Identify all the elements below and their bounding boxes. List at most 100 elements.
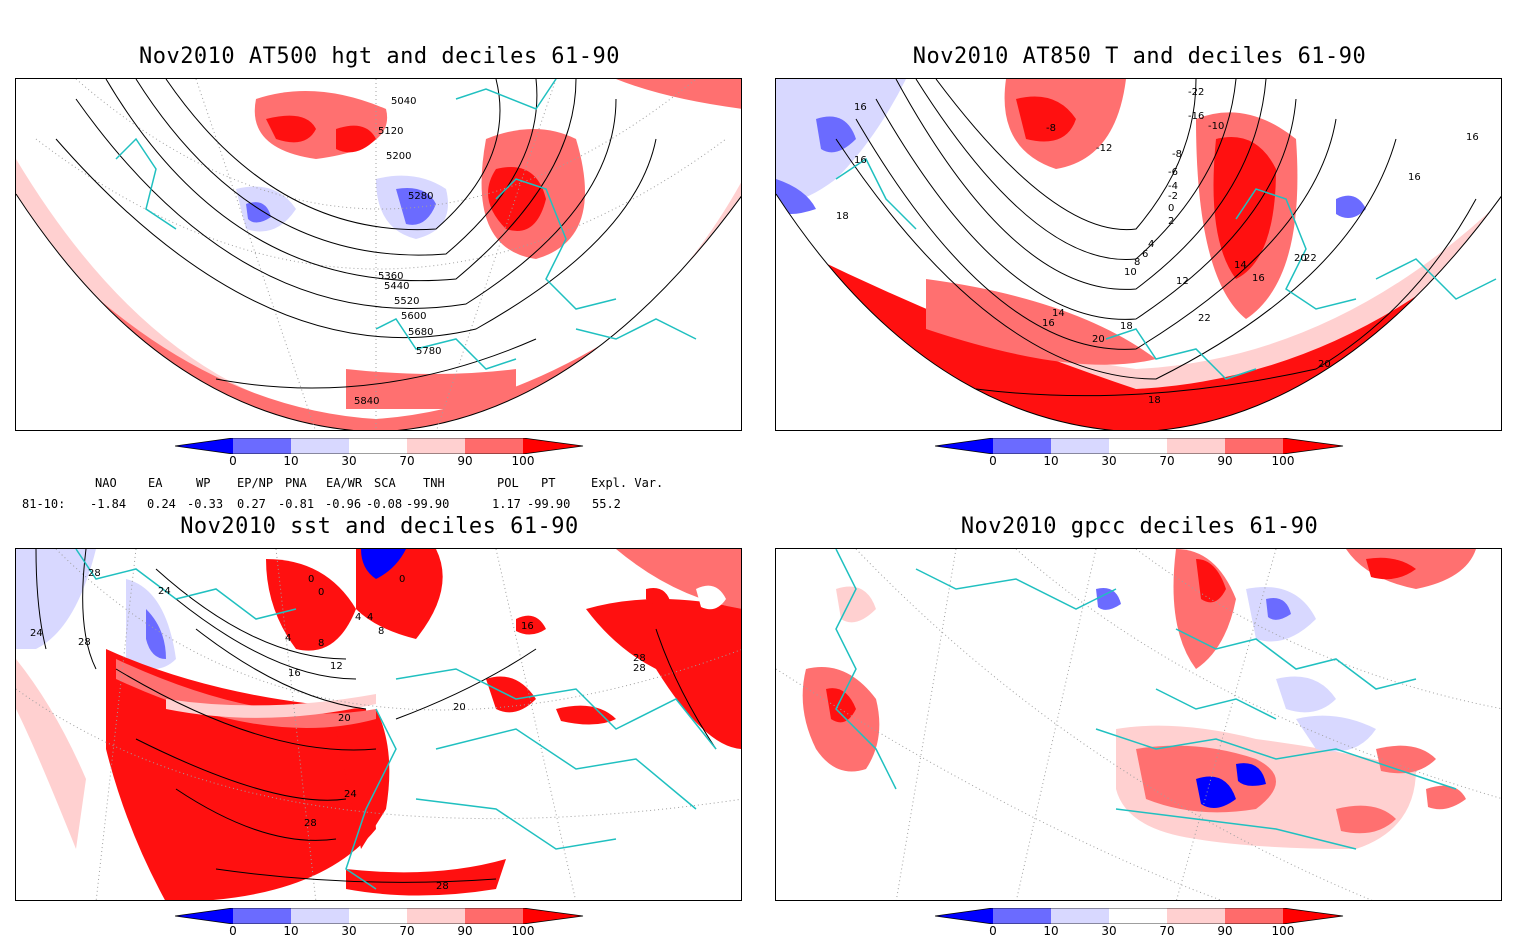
- svg-text:-22: -22: [1188, 87, 1204, 98]
- index-header: POL: [497, 476, 519, 490]
- index-value: -0.33: [187, 497, 224, 511]
- svg-text:0: 0: [399, 574, 405, 585]
- index-value: -1.84: [90, 497, 127, 511]
- svg-text:0: 0: [308, 574, 314, 585]
- svg-text:4: 4: [1148, 239, 1154, 250]
- index-header: WP: [196, 476, 211, 490]
- colorbar-label: 100: [1271, 924, 1295, 938]
- colorbar-label: 90: [457, 924, 473, 938]
- svg-text:28: 28: [304, 818, 317, 829]
- colorbar-sst: 0 10 30 70 90 100: [174, 907, 595, 944]
- colorbar-label: 30: [341, 924, 357, 938]
- index-header: EA: [148, 476, 163, 490]
- colorbar-label: 100: [511, 454, 535, 468]
- index-value: 1.17: [492, 497, 521, 511]
- svg-text:2: 2: [1168, 216, 1174, 227]
- map-gpcc: [775, 548, 1502, 901]
- svg-text:20: 20: [338, 713, 351, 724]
- svg-text:24: 24: [158, 586, 171, 597]
- colorbar-label: 10: [283, 924, 299, 938]
- index-value: 55.2: [592, 497, 621, 511]
- svg-text:20: 20: [453, 702, 466, 713]
- svg-text:0: 0: [318, 587, 324, 598]
- index-header: Expl. Var.: [591, 476, 664, 490]
- svg-text:-2: -2: [1168, 191, 1178, 202]
- index-value: -99.90: [406, 497, 450, 511]
- index-row-label: 81-10:: [22, 497, 66, 511]
- svg-text:14: 14: [1052, 308, 1065, 319]
- colorbar-label: 70: [399, 454, 415, 468]
- svg-text:5680: 5680: [408, 327, 433, 338]
- panel-title-gpcc: Nov2010 gpcc deciles 61-90: [960, 514, 1319, 539]
- index-value: 0.27: [237, 497, 266, 511]
- svg-text:-10: -10: [1208, 121, 1224, 132]
- svg-text:-6: -6: [1168, 167, 1178, 178]
- svg-text:28: 28: [436, 881, 449, 892]
- index-header: TNH: [423, 476, 445, 490]
- svg-text:10: 10: [1124, 267, 1137, 278]
- colorbar-label: 30: [1101, 454, 1117, 468]
- panel-title-at850: Nov2010 AT850 T and deciles 61-90: [912, 44, 1367, 69]
- svg-text:16: 16: [521, 621, 534, 632]
- svg-text:16: 16: [1252, 273, 1265, 284]
- colorbar-label: 90: [457, 454, 473, 468]
- index-value: -99.90: [527, 497, 571, 511]
- svg-text:16: 16: [288, 668, 301, 679]
- svg-text:28: 28: [633, 663, 646, 674]
- svg-text:24: 24: [30, 628, 43, 639]
- svg-text:5040: 5040: [391, 96, 416, 107]
- colorbar-label: 10: [283, 454, 299, 468]
- svg-text:4: 4: [285, 633, 291, 644]
- colorbar-gpcc: 0 10 30 70 90 100: [934, 907, 1355, 944]
- index-header: PT: [541, 476, 556, 490]
- svg-text:5200: 5200: [386, 151, 411, 162]
- colorbar-label: 70: [1159, 454, 1175, 468]
- svg-text:16: 16: [1466, 132, 1479, 143]
- svg-text:12: 12: [330, 661, 343, 672]
- svg-text:-8: -8: [1046, 123, 1056, 134]
- panel-title-at500: Nov2010 AT500 hgt and deciles 61-90: [138, 44, 621, 69]
- colorbar-label: 0: [989, 454, 997, 468]
- colorbar-at850: 0 10 30 70 90 100: [934, 437, 1355, 474]
- svg-text:22: 22: [1304, 253, 1317, 264]
- colorbar-at500: 0 10 30 70 90 100: [174, 437, 595, 474]
- svg-text:18: 18: [1148, 395, 1161, 406]
- svg-text:28: 28: [78, 637, 91, 648]
- svg-text:5360: 5360: [378, 271, 403, 282]
- svg-text:20: 20: [1318, 359, 1331, 370]
- svg-text:12: 12: [1176, 276, 1189, 287]
- svg-text:8: 8: [318, 638, 324, 649]
- svg-text:5520: 5520: [394, 296, 419, 307]
- colorbar-label: 30: [1101, 924, 1117, 938]
- svg-text:22: 22: [1198, 313, 1211, 324]
- colorbar-label: 70: [399, 924, 415, 938]
- colorbar-label: 70: [1159, 924, 1175, 938]
- svg-text:6: 6: [1142, 249, 1148, 260]
- index-value: -0.96: [325, 497, 362, 511]
- svg-text:5840: 5840: [354, 396, 379, 407]
- index-header: EA/WR: [326, 476, 363, 490]
- colorbar-label: 90: [1217, 924, 1233, 938]
- svg-text:20: 20: [1092, 334, 1105, 345]
- svg-text:28: 28: [88, 568, 101, 579]
- svg-text:4: 4: [355, 612, 361, 623]
- colorbar-label: 10: [1043, 454, 1059, 468]
- svg-text:-4: -4: [1168, 181, 1178, 192]
- svg-text:16: 16: [854, 102, 867, 113]
- svg-text:4: 4: [367, 612, 373, 623]
- colorbar-label: 100: [1271, 454, 1295, 468]
- svg-text:5120: 5120: [378, 126, 403, 137]
- svg-text:5600: 5600: [401, 311, 426, 322]
- svg-text:5780: 5780: [416, 346, 441, 357]
- index-value: -0.81: [278, 497, 315, 511]
- colorbar-label: 100: [511, 924, 535, 938]
- svg-text:24: 24: [344, 789, 357, 800]
- svg-text:28: 28: [633, 653, 646, 664]
- svg-text:16: 16: [854, 155, 867, 166]
- svg-text:-16: -16: [1188, 111, 1204, 122]
- svg-text:20: 20: [1294, 253, 1307, 264]
- index-header: EP/NP: [237, 476, 274, 490]
- colorbar-label: 90: [1217, 454, 1233, 468]
